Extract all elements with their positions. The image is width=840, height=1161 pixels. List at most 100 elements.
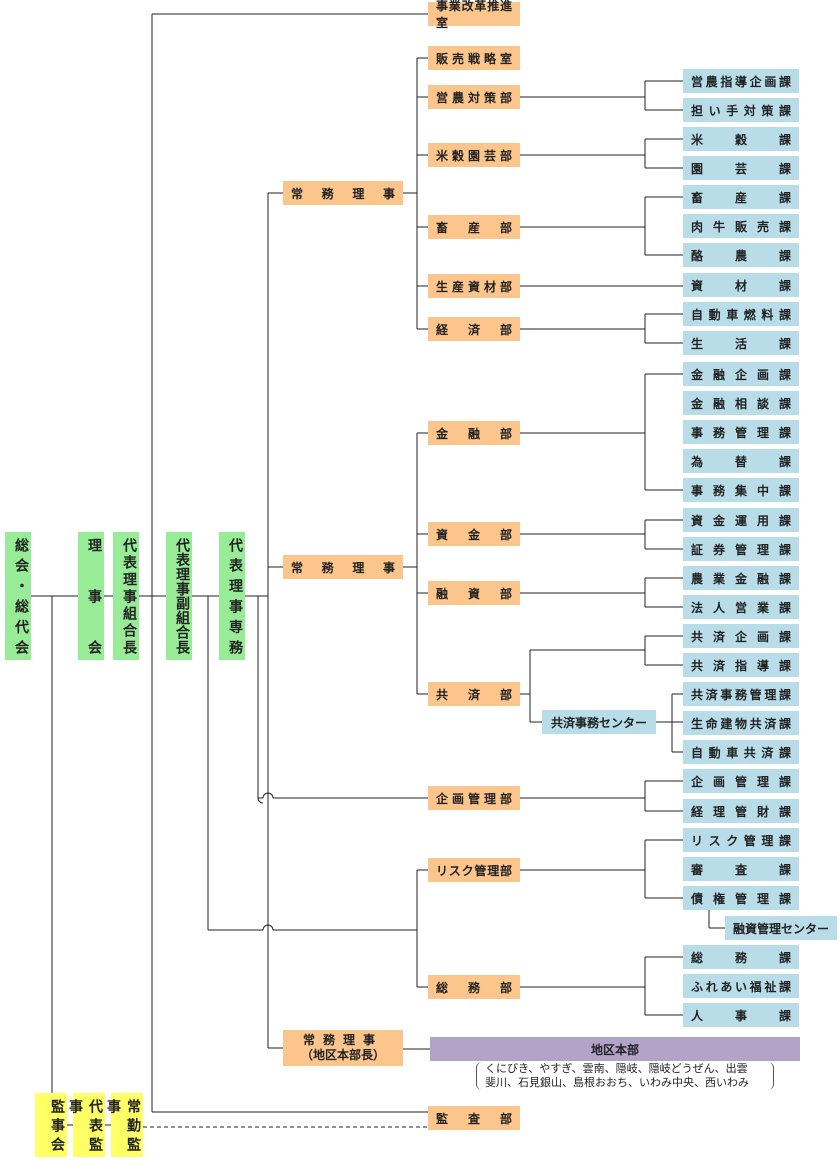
dept-mutual-aid-label: 共済部 (436, 687, 512, 702)
dept-loans: 融資部 (428, 581, 520, 605)
dept-livestock-label: 畜産部 (436, 220, 512, 235)
section-life-building: 生命建物共済課 (683, 711, 799, 735)
center-mutual-office-label: 共済事務センター (550, 715, 647, 730)
dept-rice-horticulture-label: 米穀園芸部 (436, 148, 512, 163)
center-mutual-office: 共済事務センター (542, 710, 656, 734)
managing-director-2-box-label: 常務理事 (291, 560, 395, 575)
dept-funds-label: 資金部 (436, 527, 512, 542)
regional-hq-box: 地区本部 (430, 1037, 800, 1061)
dept-rice-horticulture: 米穀園芸部 (428, 143, 520, 167)
dept-planning-label: 企画管理部 (436, 791, 512, 806)
managing-director-3-box: 常務理事 （地区本部長） (283, 1030, 403, 1066)
full-time-auditor-box: 常勤監事 (105, 1093, 143, 1157)
section-planning-admin-label: 企画管理課 (691, 774, 791, 789)
section-general-label: 総務課 (691, 950, 791, 965)
section-claims-label: 債権管理課 (691, 891, 791, 906)
section-accounting: 経理管財課 (683, 799, 799, 823)
section-farming-guidance: 営農指導企画課 (683, 69, 799, 93)
dept-risk-label: リスク管理部 (436, 863, 512, 878)
section-accounting-label: 経理管財課 (691, 804, 791, 819)
connector-hop (257, 797, 264, 804)
dept-finance: 金融部 (428, 421, 520, 445)
section-life-building-label: 生命建物共済課 (691, 716, 791, 731)
dept-general-affairs-label: 総務部 (436, 980, 512, 995)
section-beef-sales-label: 肉牛販売課 (691, 219, 791, 234)
section-finance-consult: 金融相談課 (683, 391, 799, 415)
section-agri-finance: 農業金融課 (683, 566, 799, 590)
section-exchange-label: 為替課 (691, 454, 791, 469)
section-horticulture: 園芸課 (683, 156, 799, 180)
general-meeting-box-label: 総会・総代会 (13, 538, 29, 654)
section-mutual-guidance-label: 共済指導課 (691, 658, 791, 673)
section-office-central-label: 事務集中課 (691, 483, 791, 498)
section-mutual-planning-label: 共済企画課 (691, 629, 791, 644)
section-risk-admin: リスク管理課 (683, 828, 799, 852)
dept-sales-strategy-label: 販売戦略室 (436, 51, 512, 66)
vice-president-box: 代表理事副組合長 (166, 532, 192, 660)
section-securities-label: 証券管理課 (691, 542, 791, 557)
section-finance-planning: 金融企画課 (683, 362, 799, 386)
section-personnel-label: 人事課 (691, 1008, 791, 1023)
md3-title: 常務理事 (302, 1033, 383, 1047)
regional-areas-line1: くにびき、やすぎ、雲南、隠岐、隠岐どうぜん、出雲 (485, 1062, 748, 1075)
section-auto-mutual: 自動車共済課 (683, 740, 799, 764)
dept-general-affairs: 総務部 (428, 975, 520, 999)
section-mutual-guidance: 共済指導課 (683, 653, 799, 677)
managing-director-1-box-label: 常務理事 (291, 186, 395, 201)
section-materials: 資材課 (683, 273, 799, 297)
section-mutual-office-admin-label: 共済事務管理課 (691, 687, 791, 702)
section-fund-management: 資金運用課 (683, 508, 799, 532)
section-livestock-label: 畜産課 (691, 190, 791, 205)
section-claims: 債権管理課 (683, 886, 799, 910)
full-time-auditor-box-label: 常勤監事 (105, 1099, 141, 1151)
section-office-admin-label: 事務管理課 (691, 425, 791, 440)
managing-director-1-box: 常務理事 (283, 181, 403, 205)
general-meeting-box: 総会・総代会 (5, 532, 31, 660)
regional-areas-note: くにびき、やすぎ、雲南、隠岐、隠岐どうぜん、出雲 斐川、石見銀山、島根おおち、い… (476, 1062, 774, 1090)
section-rice: 米穀課 (683, 127, 799, 151)
dept-risk: リスク管理部 (428, 858, 520, 882)
section-general: 総務課 (683, 945, 799, 969)
center-loan-management: 融資管理センター (725, 916, 837, 940)
section-exchange: 為替課 (683, 449, 799, 473)
dept-farming: 営農対策部 (428, 85, 520, 109)
section-screening: 審査課 (683, 857, 799, 881)
section-living-label: 生活課 (691, 336, 791, 351)
dept-economy-label: 経済部 (436, 322, 512, 337)
section-auto-fuel: 自動車燃料課 (683, 302, 799, 326)
section-auto-fuel-label: 自動車燃料課 (691, 307, 791, 322)
section-corporate-sales: 法人営業課 (683, 595, 799, 619)
dept-farming-label: 営農対策部 (436, 90, 512, 105)
section-auto-mutual-label: 自動車共済課 (691, 745, 791, 760)
dept-reform-office-label: 事業改革推進室 (436, 0, 512, 30)
dept-materials: 生産資材部 (428, 274, 520, 298)
dept-finance-label: 金融部 (436, 426, 512, 441)
regional-hq-box-label: 地区本部 (590, 1042, 639, 1057)
section-dairy-label: 酪農課 (691, 248, 791, 263)
dept-mutual-aid: 共済部 (428, 682, 520, 706)
managing-director-3-label: 常務理事 （地区本部長） (283, 1033, 403, 1063)
section-finance-consult-label: 金融相談課 (691, 396, 791, 411)
president-box: 代表理事組合長 (113, 532, 139, 660)
dept-audit-label: 監査部 (436, 1111, 512, 1126)
section-fund-management-label: 資金運用課 (691, 513, 791, 528)
dept-loans-label: 融資部 (436, 586, 512, 601)
section-welfare: ふれあい福祉課 (683, 974, 799, 998)
section-living: 生活課 (683, 331, 799, 355)
dept-economy: 経済部 (428, 317, 520, 341)
section-horticulture-label: 園芸課 (691, 161, 791, 176)
dept-materials-label: 生産資材部 (436, 279, 512, 294)
section-finance-planning-label: 金融企画課 (691, 367, 791, 382)
dept-audit: 監査部 (428, 1106, 520, 1130)
section-rice-label: 米穀課 (691, 132, 791, 147)
dept-livestock: 畜産部 (428, 215, 520, 239)
regional-areas-line2: 斐川、石見銀山、島根おおち、いわみ中央、西いわみ (485, 1076, 749, 1089)
section-office-admin: 事務管理課 (683, 420, 799, 444)
section-screening-label: 審査課 (691, 862, 791, 877)
vice-president-box-label: 代表理事副組合長 (174, 538, 190, 654)
audit-board-box-label: 監事会 (49, 1099, 65, 1151)
managing-director-2-box: 常務理事 (283, 555, 403, 579)
senior-managing-director-box-label: 代表理事専務 (227, 538, 243, 654)
senior-managing-director-box: 代表理事専務 (219, 532, 245, 660)
